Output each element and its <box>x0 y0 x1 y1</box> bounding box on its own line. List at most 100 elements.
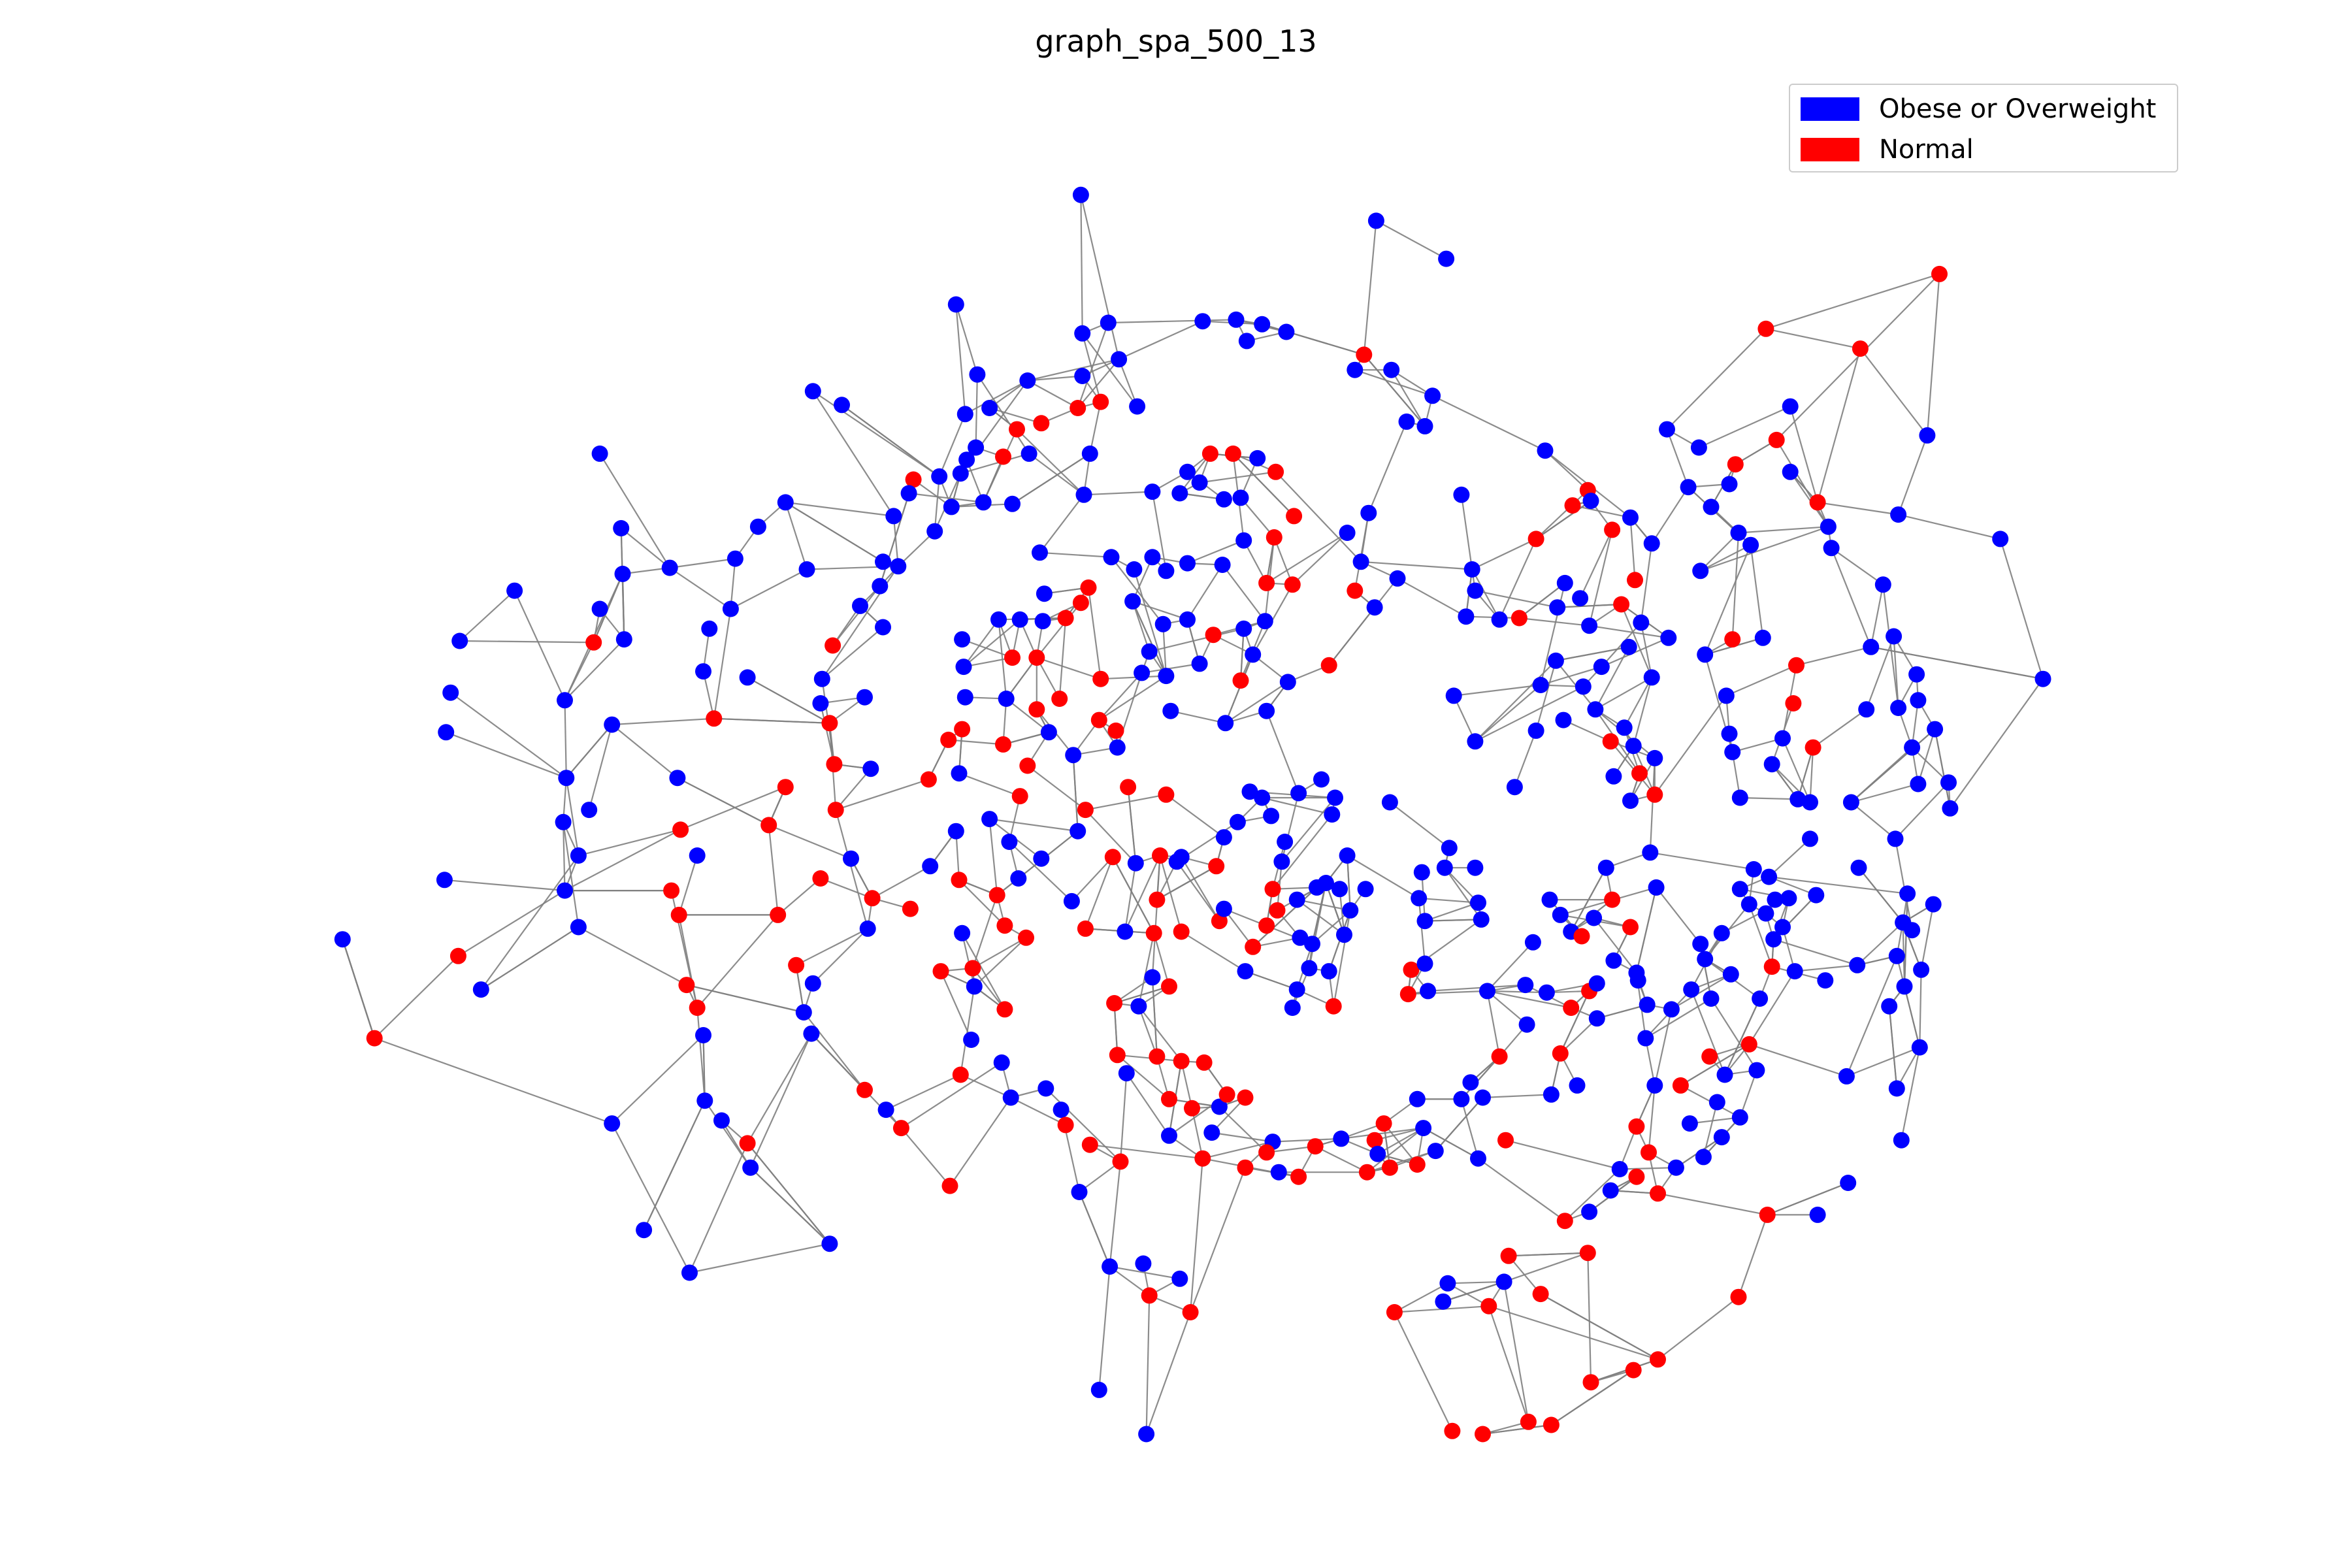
graph-node-normal <box>1284 576 1301 593</box>
graph-node-obese-or-overweight <box>1211 1098 1228 1115</box>
graph-edge <box>480 855 580 990</box>
graph-node-obese-or-overweight <box>1742 536 1759 553</box>
graph-edge <box>1773 938 1858 966</box>
graph-node-normal <box>1604 521 1621 538</box>
graph-edge <box>1159 855 1183 932</box>
graph-edge <box>1812 708 1867 748</box>
graph-node-obese-or-overweight <box>1538 984 1555 1001</box>
graph-edge <box>1077 359 1120 409</box>
graph-node-obese-or-overweight <box>1731 1109 1748 1126</box>
graph-edge <box>689 1243 830 1274</box>
graph-edge <box>1934 728 1951 809</box>
graph-node-normal <box>1019 757 1036 774</box>
graph-node-normal <box>964 960 981 977</box>
graph-edge <box>1363 220 1377 355</box>
graph-edge <box>1487 990 1547 994</box>
graph-node-obese-or-overweight <box>472 981 489 998</box>
graph-node-normal <box>1152 847 1168 864</box>
graph-edge <box>1390 369 1426 427</box>
graph-edge <box>1133 569 1167 676</box>
graph-node-obese-or-overweight <box>885 508 902 525</box>
graph-node-obese-or-overweight <box>1238 333 1255 350</box>
graph-node-obese-or-overweight <box>1021 445 1037 462</box>
graph-edge <box>1109 1161 1122 1267</box>
graph-node-obese-or-overweight <box>1081 445 1098 462</box>
graph-node-obese-or-overweight <box>872 578 889 595</box>
graph-edge <box>1797 747 1814 800</box>
graph-node-obese-or-overweight <box>661 559 678 576</box>
graph-node-obese-or-overweight <box>943 498 960 515</box>
graph-edge <box>963 657 1013 668</box>
graph-node-normal <box>1161 978 1177 995</box>
graph-edge <box>1640 622 1653 678</box>
graph-edge <box>835 809 869 929</box>
graph-edge <box>768 824 851 860</box>
graph-edge <box>939 971 972 1040</box>
graph-edge <box>1109 1266 1150 1296</box>
graph-edge <box>1540 1293 1659 1360</box>
graph-edge <box>1085 857 1114 929</box>
graph-edge <box>1858 867 1904 923</box>
graph-node-normal <box>1072 595 1089 612</box>
graph-edge <box>1765 328 1861 350</box>
graph-edge <box>1893 636 1899 708</box>
graph-edge <box>1132 600 1188 621</box>
graph-node-normal <box>1613 596 1630 613</box>
graph-edge <box>713 717 830 724</box>
graph-node-normal <box>1727 456 1744 473</box>
graph-edge <box>1620 604 1653 678</box>
graph-node-obese-or-overweight <box>1339 525 1356 541</box>
graph-node-obese-or-overweight <box>1063 892 1080 909</box>
graph-node-obese-or-overweight <box>1273 853 1290 870</box>
graph-edge <box>1629 517 1636 580</box>
graph-node-obese-or-overweight <box>438 724 455 741</box>
graph-node-obese-or-overweight <box>1398 413 1415 430</box>
graph-edge <box>960 453 1030 474</box>
graph-edge <box>565 777 580 856</box>
graph-node-obese-or-overweight <box>1620 638 1637 655</box>
graph-node-obese-or-overweight <box>1129 398 1146 415</box>
graph-node-obese-or-overweight <box>1724 743 1741 760</box>
graph-node-obese-or-overweight <box>1697 951 1714 968</box>
graph-node-obese-or-overweight <box>1874 576 1891 593</box>
graph-node-normal <box>1120 779 1137 796</box>
graph-node-obese-or-overweight <box>1445 687 1462 704</box>
graph-node-obese-or-overweight <box>1840 1175 1857 1191</box>
graph-edge <box>1488 1305 1658 1360</box>
graph-edge <box>777 877 821 916</box>
graph-edge <box>1560 990 1590 1054</box>
graph-node-normal <box>1724 631 1741 648</box>
graph-edge <box>1367 421 1408 514</box>
graph-node-obese-or-overweight <box>1342 902 1359 919</box>
graph-node-normal <box>1646 786 1663 803</box>
graph-edge <box>1124 863 1137 932</box>
graph-node-obese-or-overweight <box>859 920 876 937</box>
graph-edge <box>713 608 732 719</box>
graph-edge <box>730 568 808 610</box>
graph-edge <box>892 515 899 566</box>
graph-edge <box>1039 551 1112 558</box>
graph-node-normal <box>1092 393 1109 410</box>
graph-node-obese-or-overweight <box>614 565 631 582</box>
graph-edge <box>768 825 779 915</box>
graph-node-normal <box>1805 739 1821 756</box>
graph-node-obese-or-overweight <box>1697 646 1714 663</box>
graph-edge <box>1658 1192 1768 1216</box>
graph-node-obese-or-overweight <box>1034 613 1051 630</box>
graph-edge <box>1325 883 1345 936</box>
graph-edge <box>812 390 940 478</box>
graph-node-obese-or-overweight <box>1703 990 1720 1007</box>
graph-node-normal <box>1184 1100 1200 1117</box>
graph-node-obese-or-overweight <box>1278 323 1295 340</box>
graph-node-obese-or-overweight <box>875 619 891 636</box>
graph-node-obese-or-overweight <box>1215 829 1232 846</box>
graph-edge <box>955 304 978 375</box>
graph-edge <box>1738 526 1829 534</box>
graph-node-normal <box>1173 923 1190 940</box>
graph-edge <box>1894 838 1913 930</box>
graph-node-obese-or-overweight <box>681 1264 698 1281</box>
graph-edge <box>1141 662 1200 674</box>
graph-node-obese-or-overweight <box>1215 900 1232 917</box>
graph-node-obese-or-overweight <box>968 439 985 456</box>
graph-node-obese-or-overweight <box>1011 611 1028 628</box>
